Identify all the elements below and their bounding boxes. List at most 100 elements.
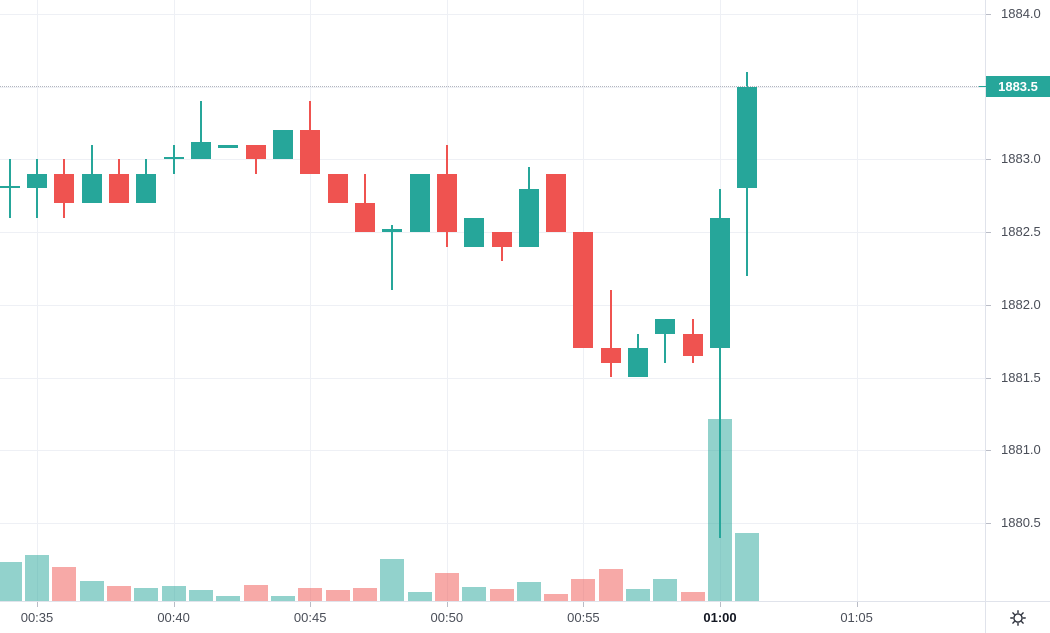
- volume-bar: [544, 594, 569, 601]
- candle-body: [109, 173, 129, 203]
- time-axis-settings-button[interactable]: [1006, 606, 1030, 630]
- candle-wick: [172, 144, 175, 174]
- price-axis-tick: [986, 159, 991, 161]
- candle-body: [136, 173, 157, 203]
- price-axis-label: 1881.0: [1001, 442, 1041, 458]
- candle-wick: [8, 159, 11, 218]
- price-gridline: [0, 86, 985, 88]
- volume-bar: [735, 533, 760, 601]
- time-axis-tick: [856, 602, 858, 607]
- time-axis-tick: [720, 602, 721, 607]
- candle-body: [682, 333, 703, 356]
- time-axis-settings-area: [986, 602, 1050, 633]
- volume-bar: [626, 589, 651, 601]
- time-axis-label: 00:40: [157, 610, 190, 625]
- volume-bar: [462, 587, 487, 601]
- price-gridline: [0, 377, 985, 379]
- candle-wick: [664, 319, 667, 363]
- price-gridline: [0, 450, 985, 452]
- candle-wick: [254, 144, 257, 174]
- price-gridline: [0, 304, 985, 306]
- candle-body: [327, 173, 348, 203]
- volume-bar: [407, 592, 432, 601]
- volume-bar: [0, 562, 22, 601]
- candle-body: [0, 185, 20, 189]
- price-gridline: [0, 522, 985, 524]
- time-axis-label: 00:50: [430, 610, 464, 625]
- price-axis-tick: [986, 450, 991, 452]
- volume-bar: [25, 555, 49, 601]
- price-axis-label: 1882.0: [1001, 296, 1041, 312]
- volume-bar: [216, 596, 241, 601]
- volume-bar: [680, 592, 705, 601]
- candle-body: [409, 173, 430, 233]
- volume-bar: [161, 586, 186, 601]
- time-axis-tick: [583, 602, 585, 607]
- price-axis-label: 1882.5: [1001, 224, 1041, 240]
- candle-wick: [391, 224, 394, 291]
- candle-body: [546, 173, 567, 233]
- time-gridline: [446, 0, 448, 601]
- candle-body: [628, 348, 649, 378]
- candle-body: [710, 217, 730, 349]
- price-axis[interactable]: 1883.5 1884.01883.51883.01882.51882.0188…: [979, 0, 1050, 601]
- volume-bar: [571, 579, 596, 601]
- candle-wick: [36, 159, 38, 218]
- price-axis-label: 1881.5: [1001, 369, 1041, 385]
- candle-body: [573, 232, 594, 349]
- current-price-tick: [979, 86, 986, 88]
- volume-bar: [653, 579, 678, 601]
- volume-bar: [298, 588, 323, 601]
- time-gridline: [37, 0, 38, 601]
- time-axis-border: [0, 601, 1050, 602]
- candle-body: [163, 156, 184, 160]
- time-axis-label: 00:45: [293, 610, 327, 625]
- price-axis-tick: [986, 14, 991, 15]
- volume-bar: [489, 589, 514, 601]
- price-gridline: [0, 159, 985, 161]
- price-axis-label: 1883.0: [1001, 151, 1041, 167]
- price-axis-tick: [986, 232, 991, 234]
- volume-bar: [188, 590, 213, 601]
- candle-body: [190, 142, 211, 160]
- candle-body: [300, 130, 321, 174]
- chart-pane[interactable]: [0, 0, 985, 601]
- candle-body: [81, 173, 102, 203]
- candle-body: [655, 319, 676, 334]
- candle-wick: [363, 173, 366, 233]
- candle-wick: [719, 188, 721, 538]
- volume-bar: [243, 585, 268, 601]
- volume-bar: [107, 586, 131, 601]
- candle-body: [600, 348, 621, 363]
- volume-bar: [79, 581, 104, 601]
- time-gridline: [856, 0, 858, 601]
- candle-body: [518, 188, 539, 247]
- price-gridline: [0, 14, 985, 15]
- time-axis-tick: [37, 602, 38, 607]
- time-axis-label: 01:05: [840, 610, 873, 625]
- time-axis-label: 00:35: [20, 610, 54, 625]
- time-gridline: [310, 0, 312, 601]
- candle-body: [218, 144, 239, 148]
- gear-icon: [1009, 609, 1027, 627]
- candle-body: [354, 203, 375, 233]
- time-axis-tick: [173, 602, 175, 607]
- volume-bar: [380, 559, 405, 601]
- price-axis-border: [985, 0, 986, 633]
- volume-bar: [516, 582, 541, 601]
- candle-body: [27, 173, 47, 189]
- current-price-line: [0, 85, 985, 87]
- candle-body: [737, 86, 758, 189]
- price-axis-tick: [986, 522, 991, 524]
- current-price-value: 1883.5: [998, 79, 1038, 95]
- price-axis-tick: [986, 377, 991, 379]
- candle-body: [464, 217, 485, 247]
- price-axis-label: 1884.0: [1001, 6, 1041, 21]
- volume-bar: [270, 596, 295, 601]
- candle-body: [491, 232, 512, 247]
- volume-bar: [134, 588, 159, 601]
- time-axis-tick: [310, 602, 312, 607]
- candle-body: [54, 173, 75, 203]
- time-axis[interactable]: 00:35 00:40 00:45 00:50 00:55 01:00 01:05: [0, 602, 985, 633]
